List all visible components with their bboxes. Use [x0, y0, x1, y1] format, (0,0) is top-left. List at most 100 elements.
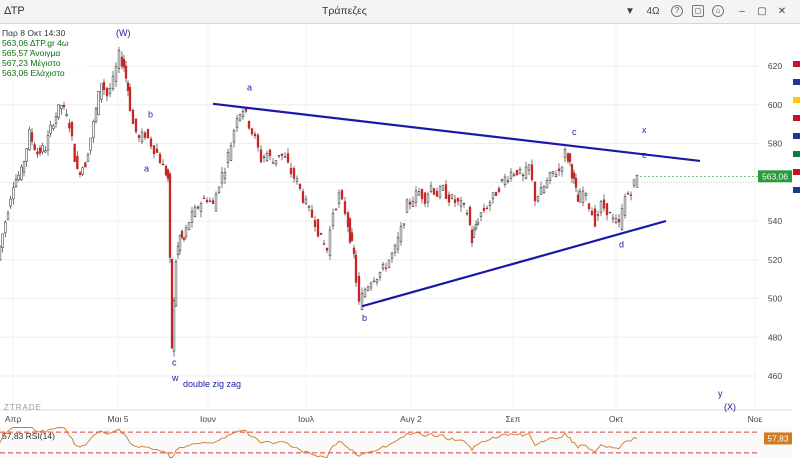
candle [560, 166, 564, 177]
candle-body [152, 145, 156, 155]
rsi-panel[interactable]: 57,83 [0, 427, 792, 458]
candle-body [277, 155, 281, 157]
candle [211, 197, 215, 205]
candle [161, 159, 165, 166]
flag-icon[interactable] [793, 79, 800, 85]
candle [182, 237, 186, 242]
candle [226, 148, 230, 169]
flag-icon[interactable] [793, 169, 800, 175]
help-icon[interactable]: ? [671, 5, 683, 17]
flag-icon[interactable] [793, 97, 800, 103]
symbol-label[interactable]: ΔΤΡ [4, 5, 25, 17]
candle-body [399, 226, 403, 242]
candle-body [626, 192, 630, 195]
screenshot-icon[interactable]: ◻ [692, 5, 704, 17]
candle-body [33, 144, 36, 151]
candle [450, 193, 454, 200]
candle-body [500, 179, 504, 182]
candle-body [620, 208, 624, 230]
candle-body [602, 199, 606, 209]
candle [17, 171, 20, 182]
candle [542, 185, 546, 194]
minimize-icon[interactable]: – [739, 6, 745, 17]
candle-body [122, 59, 126, 68]
candle-body [262, 156, 266, 158]
candle [94, 106, 98, 124]
lock-icon[interactable]: ⌂ [712, 5, 724, 17]
price-chart[interactable]: 460 480 500 520 540 580 600 620 Απρ Μαι 5 Ιουν Ιουλ… [0, 24, 792, 427]
candle [65, 109, 68, 118]
x-tick-label: Ιουν [200, 414, 216, 424]
candle [180, 229, 184, 240]
x-tick-label: Ιουλ [298, 414, 315, 424]
wave-label: double zig zag [183, 379, 241, 389]
candle [187, 221, 191, 231]
candle [14, 174, 18, 188]
candle-body [322, 243, 326, 245]
candle [423, 191, 427, 208]
y-tick-label: 620 [768, 61, 782, 71]
candle [581, 186, 585, 207]
candle [360, 287, 364, 311]
candle [52, 123, 55, 131]
candle-body [259, 149, 263, 163]
candle [476, 217, 480, 226]
trendline[interactable] [212, 102, 701, 163]
y-axis[interactable] [758, 24, 792, 427]
candle-body [271, 162, 275, 164]
candle-body [635, 175, 639, 188]
y-tick-label: 580 [768, 139, 782, 149]
candle-body [155, 148, 159, 153]
candle [54, 112, 58, 128]
candle [274, 160, 278, 167]
flag-icon[interactable] [793, 133, 800, 139]
trendline[interactable] [361, 219, 667, 308]
candle [184, 224, 188, 240]
candle-body [414, 190, 418, 203]
candle [587, 202, 591, 212]
candle [247, 120, 251, 131]
candle [346, 210, 350, 233]
candle [280, 153, 284, 161]
flag-icon[interactable] [793, 187, 800, 193]
candle-body [465, 212, 469, 215]
candle-body [134, 118, 138, 132]
candle-body [140, 131, 144, 143]
candle [381, 261, 385, 272]
candle [152, 145, 156, 159]
candle [117, 46, 121, 74]
wave-label: c [172, 357, 177, 367]
wave-label: c [572, 127, 577, 137]
candle-body [131, 109, 135, 125]
candle-body [521, 174, 525, 177]
candle-body [214, 193, 218, 212]
flag-icon[interactable] [793, 61, 800, 67]
maximize-icon[interactable]: ▢ [757, 6, 767, 17]
candle-body [420, 188, 424, 200]
flag-icon[interactable] [793, 151, 800, 157]
candle [241, 108, 245, 120]
candle [57, 104, 60, 120]
candle [298, 183, 302, 192]
top-toolbar: ΔΤΡ Τράπεζες ▼ 4Ω ? ◻ ⌂ – ▢ ✕ [0, 0, 800, 24]
candle [149, 136, 153, 150]
candle-body [289, 167, 293, 175]
candle-body [158, 154, 162, 164]
interval-selector[interactable]: 4Ω [646, 6, 660, 17]
candle-body [54, 116, 58, 124]
candle [626, 191, 630, 195]
candle-body [70, 122, 74, 137]
candle-body [283, 156, 287, 158]
candle [301, 188, 305, 204]
candle [111, 70, 115, 92]
candle-body [557, 168, 561, 171]
chevron-down-icon[interactable]: ▼ [625, 6, 635, 17]
candle-body [328, 229, 332, 256]
candle [70, 120, 74, 141]
candle-body [372, 280, 376, 283]
x-axis[interactable] [0, 410, 792, 427]
close-icon[interactable]: ✕ [777, 6, 787, 17]
candle-body [265, 152, 269, 161]
candle-body [313, 220, 317, 227]
flag-icon[interactable] [793, 115, 800, 121]
